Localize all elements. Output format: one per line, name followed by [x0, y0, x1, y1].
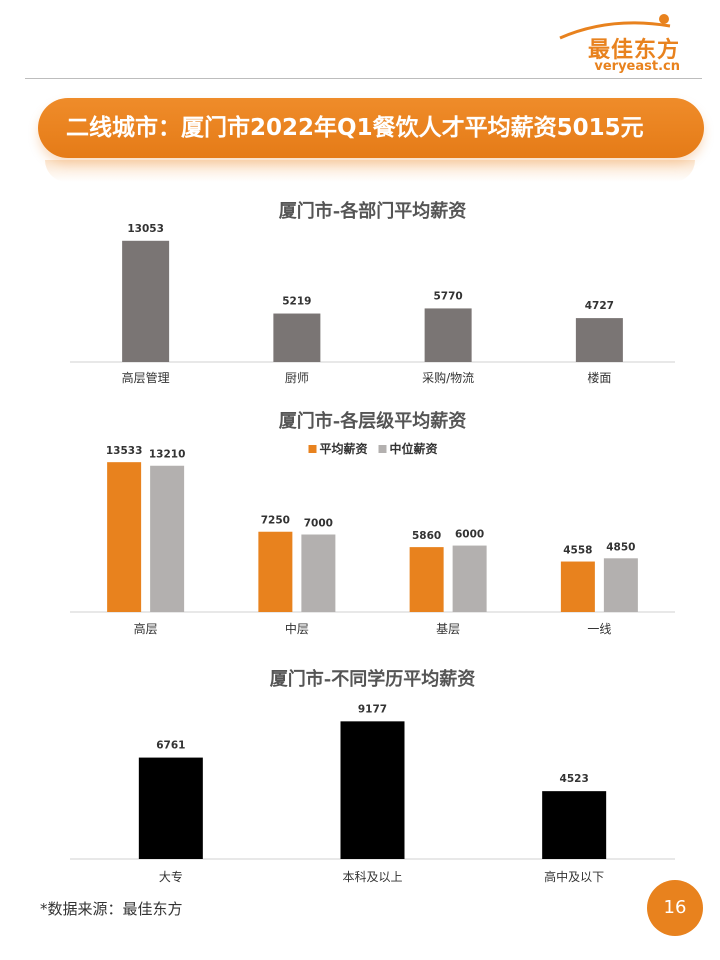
legend-label: 平均薪资 — [320, 441, 368, 456]
data-label: 7000 — [304, 518, 333, 530]
legend-swatch — [378, 445, 387, 453]
bar — [138, 757, 203, 859]
header-divider — [25, 78, 702, 79]
bar — [150, 465, 185, 612]
category-label: 厨师 — [285, 371, 309, 385]
page-title-banner: 二线城市：厦门市2022年Q1餐饮人才平均薪资5015元 — [38, 98, 704, 158]
logo-swoosh-icon — [559, 14, 671, 40]
bar — [301, 534, 336, 612]
bar — [258, 531, 293, 612]
logo-brand: 最佳东方 — [587, 38, 680, 63]
data-label: 4558 — [563, 545, 592, 557]
category-label: 高层管理 — [122, 370, 170, 385]
chart-title: 厦门市-各层级平均薪资 — [279, 410, 466, 432]
bar — [542, 791, 607, 859]
data-label: 4850 — [606, 541, 635, 553]
bar — [409, 547, 444, 612]
data-label: 5770 — [434, 290, 463, 302]
chart-department-salary: 厦门市-各部门平均薪资 13053 高层管理 5219 厨师 5770 采购/物流 4727 楼… — [70, 200, 675, 385]
data-label: 4727 — [585, 300, 614, 312]
chart-title: 厦门市-不同学历平均薪资 — [270, 668, 475, 690]
banner-shadow — [45, 160, 695, 182]
category-label: 一线 — [587, 622, 611, 636]
data-label: 5219 — [282, 296, 311, 308]
category-label: 大专 — [159, 869, 183, 884]
data-label: 13210 — [149, 449, 186, 461]
bar — [603, 558, 638, 612]
category-label: 中层 — [285, 621, 309, 636]
category-label: 本科及以上 — [342, 870, 402, 884]
data-label: 13533 — [106, 445, 143, 457]
bar — [340, 721, 405, 859]
bar — [107, 462, 142, 612]
data-label: 5860 — [412, 530, 441, 542]
logo-url: veryeast.cn — [594, 59, 680, 74]
logo: 最佳东方 veryeast.cn — [540, 12, 680, 74]
category-label: 楼面 — [587, 370, 611, 385]
legend-label: 中位薪资 — [390, 441, 438, 456]
data-source-note: *数据来源：最佳东方 — [40, 900, 183, 918]
data-label: 7250 — [261, 515, 290, 527]
category-label: 高层 — [134, 621, 158, 636]
chart-title: 厦门市-各部门平均薪资 — [279, 200, 466, 222]
data-label: 9177 — [358, 703, 387, 715]
data-label: 4523 — [560, 773, 589, 785]
data-label: 6000 — [455, 529, 484, 541]
bar — [273, 313, 321, 362]
bar — [452, 545, 487, 612]
page-number-badge: 16 — [647, 880, 703, 936]
chart-education-salary: 厦门市-不同学历平均薪资 6761 大专 9177 本科及以上 4523 高中及以下 — [70, 668, 675, 884]
bar — [424, 308, 472, 362]
bar — [560, 561, 595, 612]
bar — [122, 240, 170, 362]
data-label: 6761 — [156, 740, 185, 752]
bar — [575, 318, 623, 362]
category-label: 采购/物流 — [422, 370, 474, 385]
category-label: 基层 — [436, 622, 460, 636]
data-label: 13053 — [127, 223, 164, 235]
legend-swatch — [308, 445, 317, 453]
category-label: 高中及以下 — [544, 869, 604, 884]
